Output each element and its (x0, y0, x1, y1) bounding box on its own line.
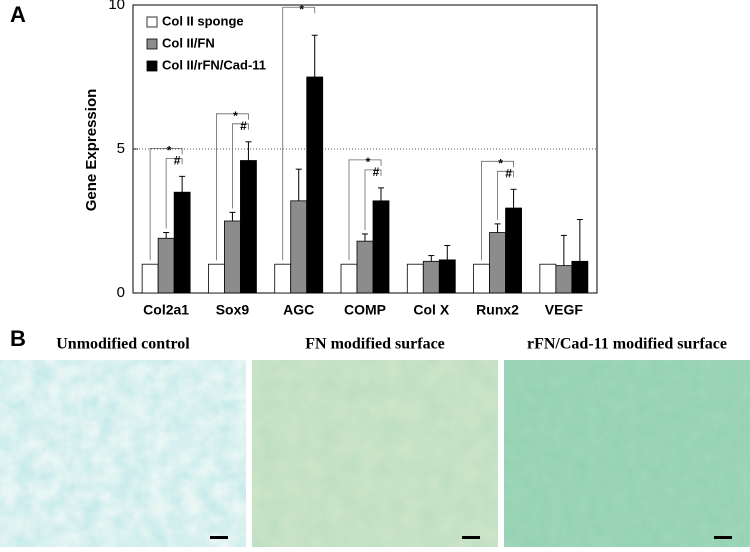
bar (173, 191, 191, 294)
significance-label: * (498, 156, 503, 170)
bar (274, 263, 292, 294)
significance-bracket (165, 157, 183, 229)
bar (422, 260, 440, 294)
significance-label: # (505, 166, 512, 180)
bar (555, 265, 573, 294)
x-tick-label: Sox9 (216, 302, 250, 318)
bar (505, 207, 522, 294)
bar (406, 263, 424, 294)
y-axis-label: Gene Expression (83, 89, 100, 212)
bar (372, 200, 390, 294)
bar (141, 263, 159, 294)
significance-bracket (149, 147, 183, 261)
significance-label: * (167, 144, 172, 158)
significance-label: * (366, 155, 371, 169)
significance-label: * (233, 109, 238, 123)
legend-swatch (146, 16, 158, 28)
micrograph (504, 360, 750, 547)
bar (157, 237, 175, 294)
y-tick-label: 5 (117, 140, 125, 157)
scale-bar (462, 536, 480, 539)
legend-label: Col II/FN (162, 35, 215, 50)
y-tick-label: 0 (117, 284, 125, 301)
bar (290, 200, 308, 294)
legend-swatch (146, 38, 158, 50)
legend-label: Col II sponge (162, 13, 244, 28)
legend-swatch (146, 60, 158, 72)
x-tick-label: VEGF (545, 302, 584, 318)
image-caption: rFN/Cad-11 modified surface (527, 336, 727, 353)
bar (571, 260, 589, 294)
significance-bracket (364, 169, 382, 230)
scale-bar (210, 536, 228, 539)
bar (438, 259, 456, 294)
significance-label: # (174, 154, 181, 168)
significance-bracket (216, 113, 249, 261)
significance-bracket (481, 160, 514, 261)
bar (340, 263, 358, 294)
bar (240, 160, 257, 294)
panel-label: A (10, 2, 26, 27)
image-caption: FN modified surface (305, 336, 445, 353)
significance-bracket (232, 123, 249, 209)
significance-bracket (497, 170, 514, 220)
significance-bracket (348, 159, 382, 261)
micrograph (0, 360, 246, 547)
bar (473, 263, 490, 294)
x-tick-label: Col X (413, 302, 449, 318)
bar (224, 220, 241, 294)
micrograph (252, 360, 498, 547)
legend-label: Col II/rFN/Cad-11 (162, 57, 266, 72)
x-tick-label: AGC (283, 302, 314, 318)
significance-bracket (282, 6, 316, 261)
image-caption: Unmodified control (56, 336, 190, 353)
bar (306, 76, 324, 294)
panel-label: B (10, 326, 26, 351)
x-tick-label: COMP (344, 302, 386, 318)
x-tick-label: Runx2 (476, 302, 519, 318)
significance-label: # (373, 165, 380, 179)
bar (539, 263, 557, 294)
significance-label: # (240, 119, 247, 133)
bar (356, 240, 374, 294)
scale-bar (714, 536, 732, 539)
bar (489, 232, 506, 294)
significance-label: * (299, 2, 304, 16)
bar (208, 263, 225, 294)
x-tick-label: Col2a1 (143, 302, 189, 318)
y-tick-label: 10 (108, 0, 125, 13)
